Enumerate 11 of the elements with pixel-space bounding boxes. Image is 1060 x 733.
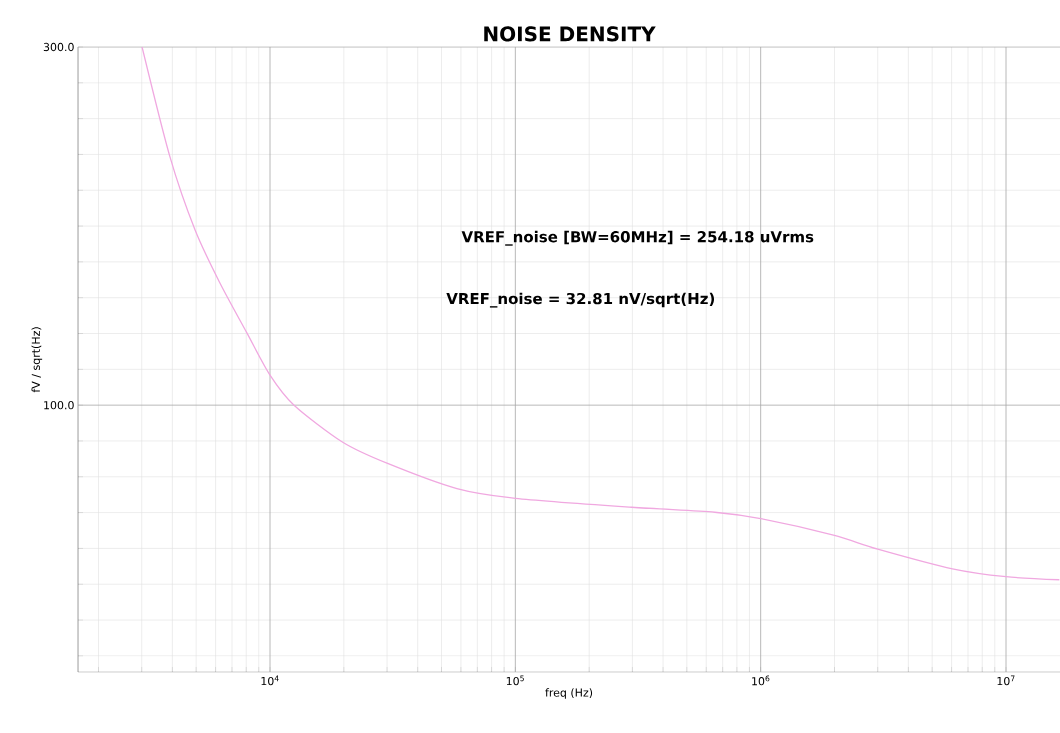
x-tick-label: 10$^{5}$: [506, 675, 524, 686]
x-tick-label: 10$^{6}$: [752, 675, 770, 686]
annotation: VREF_noise = 32.81 nV/sqrt(Hz): [446, 292, 715, 308]
x-tick-label: 10$^{7}$: [997, 675, 1015, 686]
y-tick-label: 300.0: [43, 42, 74, 52]
chart-title: NOISE DENSITY: [484, 26, 656, 42]
x-axis-title: freq (Hz): [545, 688, 593, 699]
y-axis-title: fV / sqrt(Hz): [31, 327, 43, 393]
annotation: VREF_noise [BW=60MHz] = 254.18 uVrms: [461, 230, 814, 246]
y-tick-label: 100.0: [44, 401, 74, 410]
x-tick-label: 10$^{4}$: [261, 675, 279, 686]
